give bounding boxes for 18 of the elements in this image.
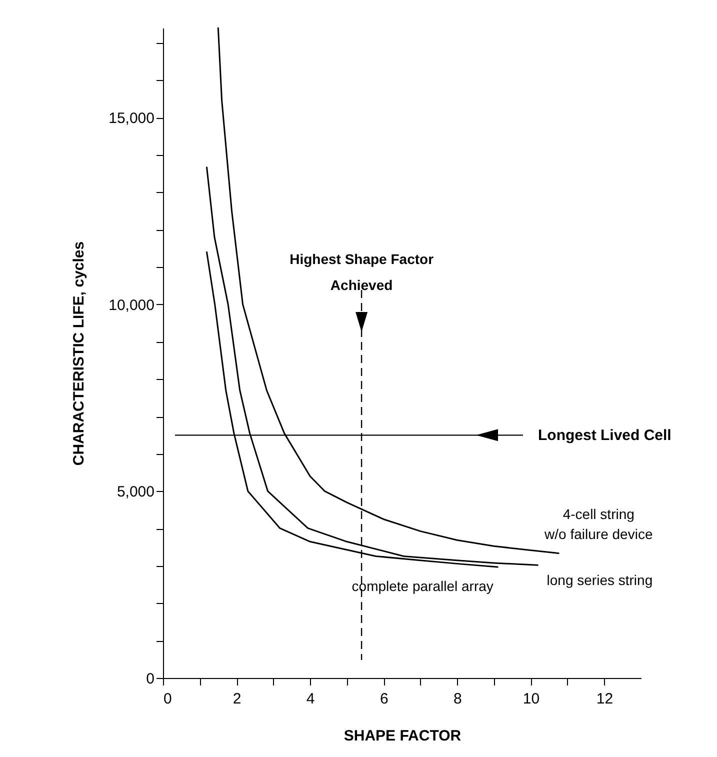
x-tick-label: 6 (380, 690, 388, 708)
x-tick-label: 4 (306, 690, 315, 708)
y-tick-label: 0 (146, 670, 154, 688)
ref-line-label: Highest Shape Factor Achieved (290, 251, 434, 293)
series-label: 4-cell string w/o failure device (544, 506, 653, 542)
ref-line-label: Longest Lived Cell (538, 427, 672, 444)
x-tick-label: 0 (164, 690, 172, 708)
series-label: long series string (546, 572, 653, 588)
x-tick-label: 12 (596, 690, 614, 708)
x-axis-title: SHAPE FACTOR (344, 728, 462, 744)
x-tick-label: 8 (453, 690, 462, 708)
series-label: complete parallel array (352, 578, 494, 594)
x-tick-label: 10 (522, 690, 540, 708)
y-tick-label: 5,000 (116, 484, 154, 501)
y-tick-label: 15,000 (108, 110, 154, 128)
x-tick-label: 2 (232, 690, 242, 708)
y-tick-label: 10,000 (108, 296, 154, 314)
y-axis-title: CHARACTERISTIC LIFE, cycles (70, 241, 88, 466)
